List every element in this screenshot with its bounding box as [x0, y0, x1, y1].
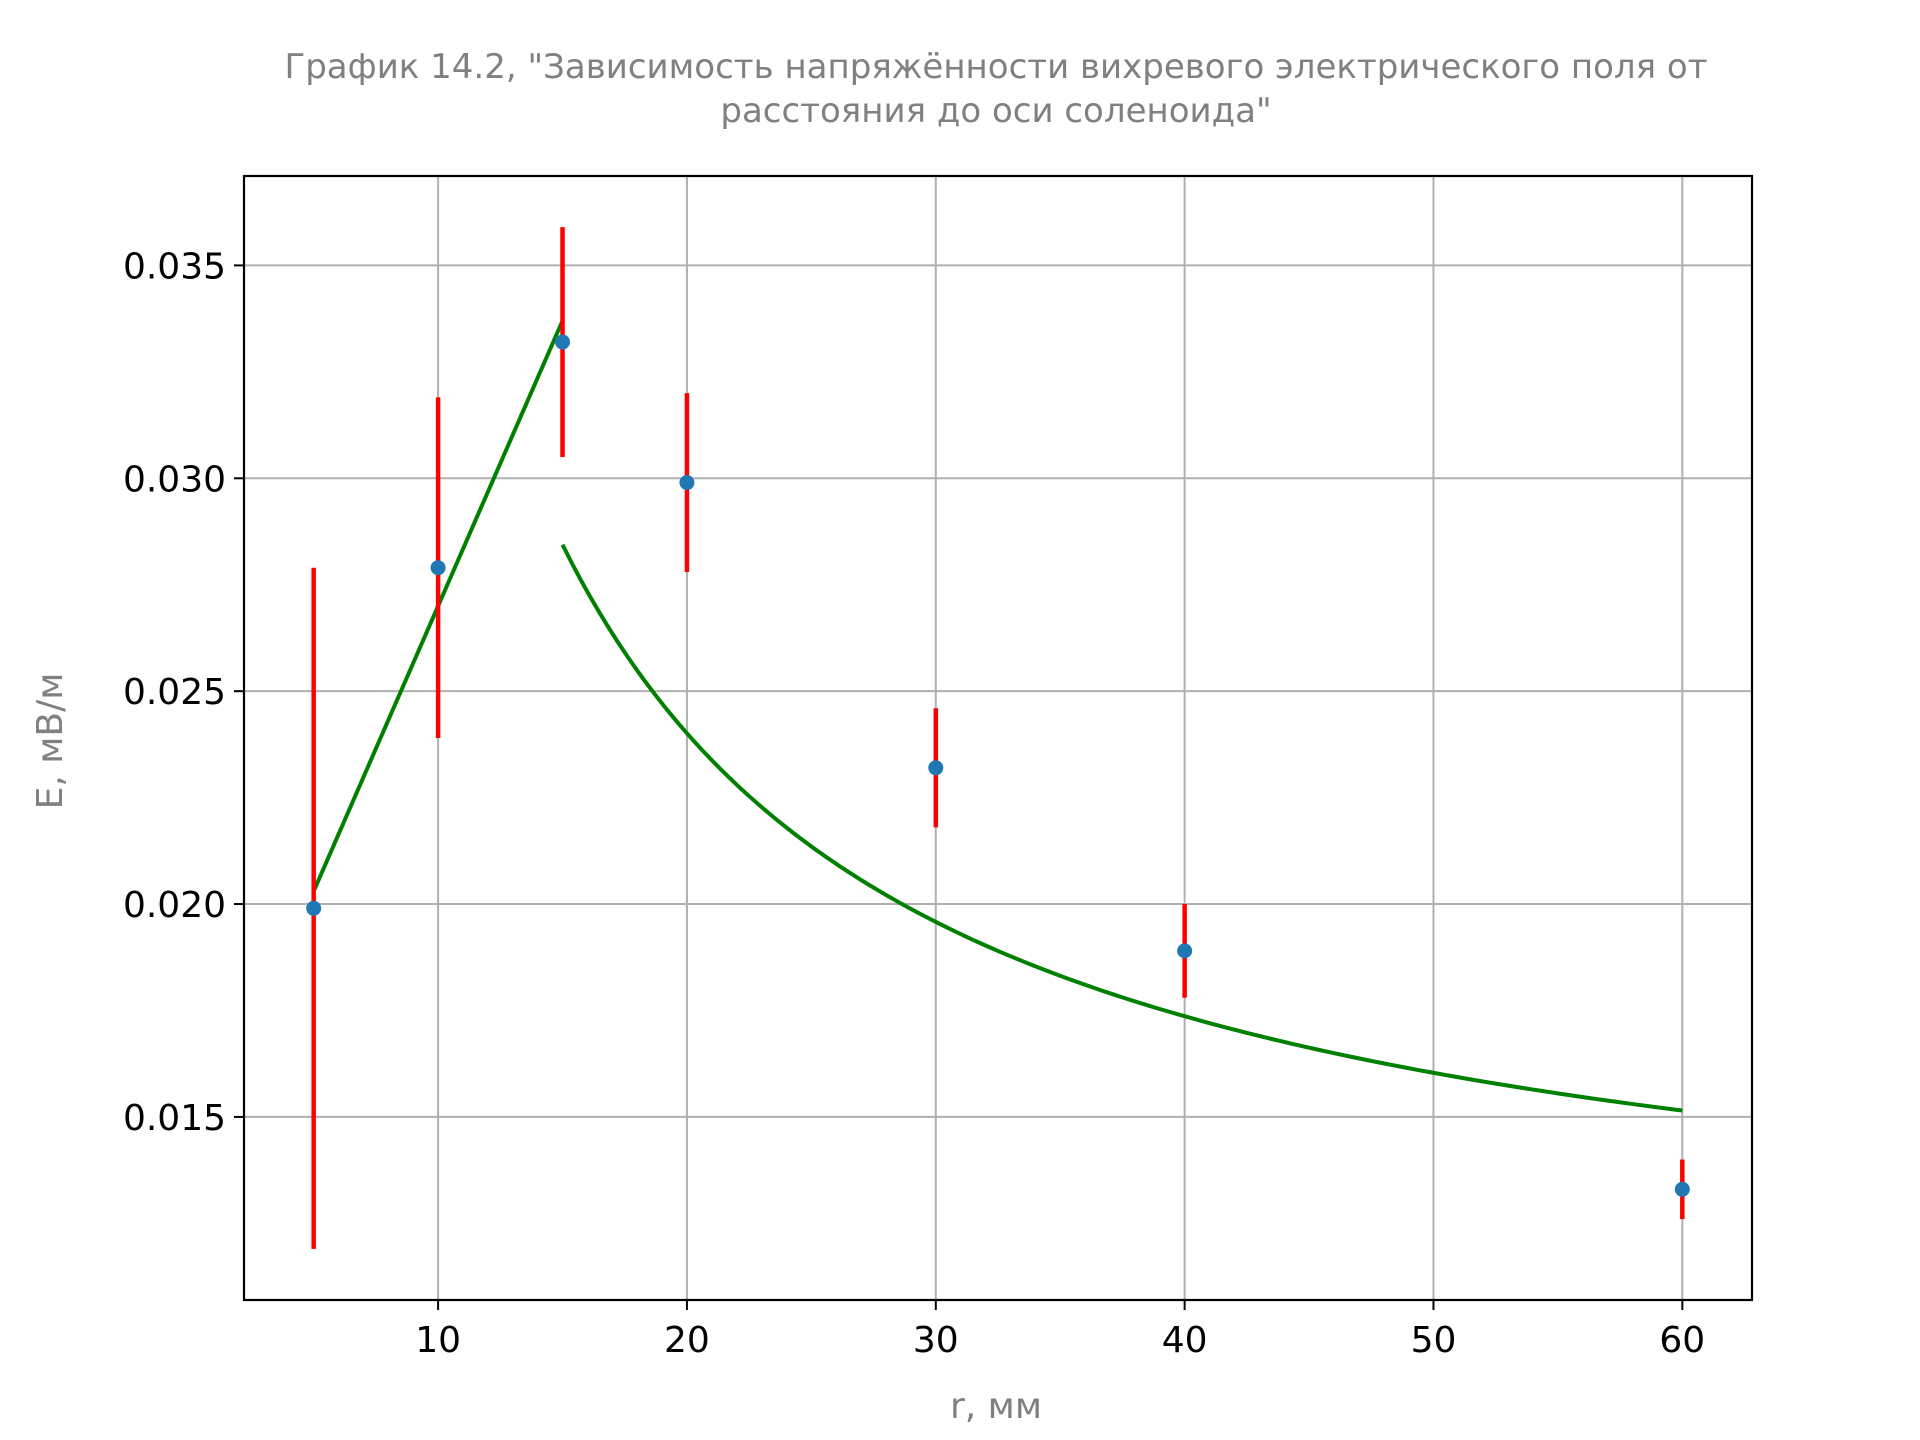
data-point: [928, 760, 944, 776]
data-point: [679, 475, 695, 491]
y-tick-label: 0.015: [123, 1098, 226, 1139]
x-tick-label: 30: [913, 1320, 959, 1361]
y-tick-label: 0.035: [123, 246, 226, 287]
data-point: [555, 334, 571, 350]
y-tick-label: 0.030: [123, 459, 226, 500]
x-tick-label: 40: [1162, 1320, 1208, 1361]
y-tick-label: 0.020: [123, 885, 226, 926]
x-tick-label: 60: [1659, 1320, 1705, 1361]
plot-frame: [242, 174, 1754, 1302]
chart-title-line-1: График 14.2, "Зависимость напряжённости …: [284, 47, 1707, 87]
data-point: [1674, 1181, 1690, 1197]
chart-title: График 14.2, "Зависимость напряжённости …: [284, 47, 1707, 131]
data-point: [430, 560, 446, 576]
x-axis-label: r, мм: [950, 1386, 1042, 1427]
x-tick-label: 50: [1411, 1320, 1457, 1361]
y-axis-label: E, мВ/м: [30, 673, 71, 810]
grid: [244, 176, 1752, 1300]
data-point: [306, 900, 322, 916]
data-points: [306, 334, 1690, 1197]
y-tick-label: 0.025: [123, 672, 226, 713]
fit-curve: [560, 543, 1683, 1113]
x-axis-ticks: 10 20 30 40 50 60: [415, 1300, 1705, 1361]
data-point: [1177, 943, 1193, 959]
x-tick-label: 20: [664, 1320, 710, 1361]
x-tick-label: 10: [415, 1320, 461, 1361]
y-axis-ticks: 0.015 0.020 0.025 0.030 0.035: [123, 246, 244, 1139]
chart-title-line-2: расстояния до оси соленоида": [720, 91, 1271, 131]
